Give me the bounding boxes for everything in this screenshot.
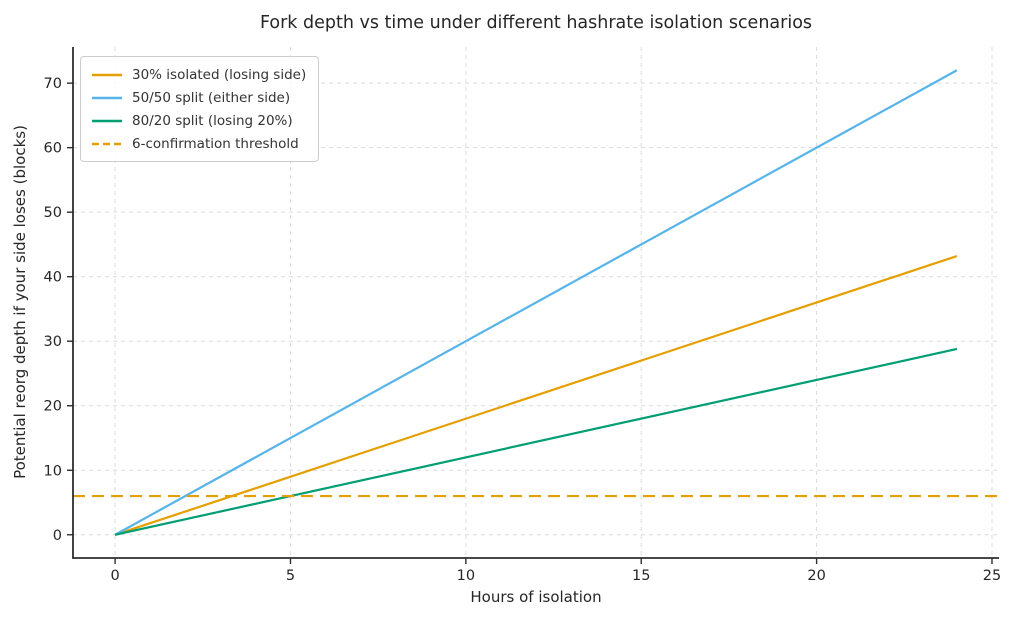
y-tick-label: 30: [44, 334, 62, 350]
legend-swatch-line: [92, 73, 122, 76]
legend-label: 30% isolated (losing side): [132, 66, 307, 83]
x-tick-label: 20: [807, 568, 825, 584]
x-tick-label: 15: [632, 568, 650, 584]
axis-ticks: 0 5 10 15 20 25 0 10 20 30 40 50 60 70: [44, 76, 1002, 584]
x-tick-label: 10: [457, 568, 475, 584]
legend-label: 6-confirmation threshold: [132, 135, 299, 152]
series-line-0: [114, 255, 958, 536]
legend-label: 50/50 split (either side): [132, 89, 291, 106]
chart-title: Fork depth vs time under different hashr…: [259, 13, 813, 33]
y-tick-label: 70: [44, 76, 62, 92]
legend-swatch-line: [92, 96, 122, 99]
x-tick-label: 25: [983, 568, 1001, 584]
axes-spines: [72, 47, 999, 559]
series-line-1: [114, 69, 958, 536]
y-tick-label: 40: [44, 270, 62, 286]
legend: 30% isolated (losing side) 50/50 split (e…: [80, 56, 320, 162]
y-tick-label: 20: [44, 399, 62, 415]
legend-swatch-line: [92, 142, 122, 145]
x-axis-label: Hours of isolation: [470, 588, 602, 606]
y-tick-label: 0: [53, 528, 62, 544]
legend-item-0: 30% isolated (losing side): [92, 64, 306, 85]
series-lines: [73, 69, 999, 536]
legend-item-1: 50/50 split (either side): [92, 87, 306, 108]
x-tick-label: 5: [286, 568, 295, 584]
x-tick-label: 0: [110, 568, 119, 584]
y-tick-label: 60: [44, 141, 62, 157]
y-axis-label: Potential reorg depth if your side loses…: [11, 125, 29, 479]
legend-label: 80/20 split (losing 20%): [132, 112, 293, 129]
y-tick-label: 50: [44, 205, 62, 221]
legend-swatch-line: [92, 119, 122, 122]
legend-item-3: 6-confirmation threshold: [92, 133, 306, 154]
legend-item-2: 80/20 split (losing 20%): [92, 110, 306, 131]
y-tick-label: 10: [44, 463, 62, 479]
series-line-2: [114, 347, 958, 536]
